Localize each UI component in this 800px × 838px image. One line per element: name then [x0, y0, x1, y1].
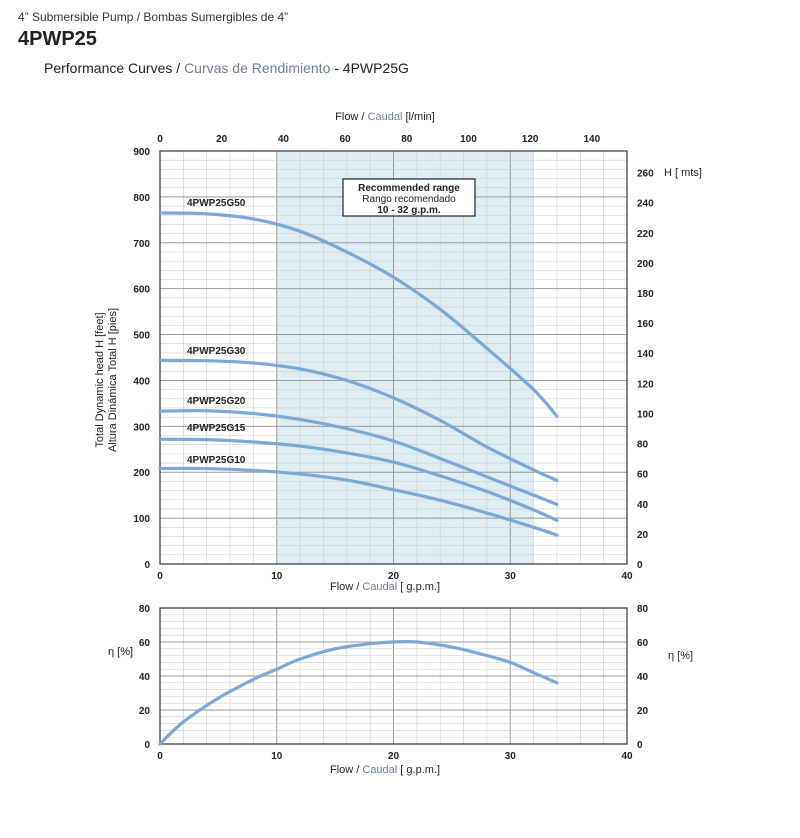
y-tick-label: 800 — [133, 193, 150, 204]
efficiency-y-label-left: η [%] — [108, 646, 133, 658]
x-tick-label: 10 — [271, 751, 283, 762]
recommended-range-band — [276, 151, 534, 564]
recommended-range-values: 10 - 32 g.p.m. — [377, 205, 441, 216]
y-tick-label: 20 — [139, 706, 151, 717]
curve-4pwp25g15 — [158, 437, 559, 523]
y-tick-label: 0 — [144, 740, 150, 751]
efficiency-y-label-right: η [%] — [668, 650, 693, 662]
y-tick-label: 40 — [139, 672, 151, 683]
right-tick-label: 160 — [637, 319, 654, 330]
model-title: 4PWP25 — [18, 28, 97, 50]
right-tick-label: 80 — [637, 604, 649, 615]
right-tick-label: 40 — [637, 672, 649, 683]
efficiency-curve — [158, 639, 559, 746]
efficiency-chart-frame — [159, 607, 628, 745]
right-tick-label: 60 — [637, 470, 649, 481]
right-tick-label: 240 — [637, 199, 654, 210]
x-tick-label: 0 — [157, 571, 163, 582]
curve-label-g10: 4PWP25G10 — [187, 455, 246, 466]
y-axis-label-es: Altura Dinámica Total H [pies] — [107, 308, 119, 452]
y-tick-label: 80 — [139, 604, 151, 615]
chart-heading: Performance Curves / Curvas de Rendimien… — [44, 60, 409, 76]
curve-4pwp25g10 — [158, 466, 559, 537]
x-tick-label: 10 — [271, 571, 283, 582]
y-tick-label: 600 — [133, 285, 150, 296]
recommended-range-en: Recommended range — [358, 183, 460, 194]
head-curves — [158, 211, 559, 537]
y-tick-label: 400 — [133, 376, 150, 387]
right-tick-label: 200 — [637, 259, 654, 270]
y-tick-label: 900 — [133, 147, 150, 158]
top-tick-label: 140 — [583, 134, 600, 145]
head-x-axis-label: Flow / Caudal [ g.p.m.] — [330, 581, 440, 593]
right-axis-label: H [ mts] — [664, 167, 702, 179]
x-tick-label: 0 — [157, 751, 163, 762]
x-tick-label: 20 — [388, 571, 400, 582]
right-tick-label: 60 — [637, 638, 649, 649]
right-tick-label: 220 — [637, 229, 654, 240]
top-tick-label: 0 — [157, 134, 163, 145]
right-tick-label: 180 — [637, 289, 654, 300]
y-tick-label: 0 — [144, 560, 150, 571]
y-tick-label: 300 — [133, 422, 150, 433]
x-tick-label: 40 — [621, 571, 633, 582]
y-tick-label: 200 — [133, 468, 150, 479]
curve-4pwp25g20 — [158, 409, 559, 506]
right-tick-label: 0 — [637, 560, 643, 571]
curve-4pwp25g30 — [158, 358, 559, 483]
head-chart-frame — [159, 150, 628, 565]
top-tick-label: 100 — [460, 134, 477, 145]
y-axis-label-en: Total Dynamic head H [feet] — [94, 312, 106, 447]
y-tick-label: 60 — [139, 638, 151, 649]
curve-label-g30: 4PWP25G30 — [187, 346, 246, 357]
right-tick-label: 0 — [637, 740, 643, 751]
top-tick-label: 60 — [340, 134, 352, 145]
right-tick-label: 260 — [637, 169, 654, 180]
curve-label-g20: 4PWP25G20 — [187, 396, 246, 407]
head-chart-grid — [159, 150, 628, 565]
top-tick-label: 40 — [278, 134, 290, 145]
efficiency-x-axis-label: Flow / Caudal [ g.p.m.] — [330, 764, 440, 776]
right-tick-label: 100 — [637, 409, 654, 420]
x-tick-label: 30 — [505, 571, 517, 582]
x-tick-label: 30 — [505, 751, 517, 762]
y-tick-label: 100 — [133, 514, 150, 525]
efficiency-chart-grid — [159, 607, 628, 745]
right-tick-label: 20 — [637, 530, 649, 541]
pump-subtitle: 4” Submersible Pump / Bombas Sumergibles… — [18, 10, 289, 24]
chart-heading-model: - 4PWP25G — [330, 60, 409, 76]
top-tick-label: 80 — [401, 134, 413, 145]
chart-heading-es: Curvas de Rendimiento — [184, 60, 331, 76]
efficiency-chart-ticks: 0 10 20 30 40 0 20 40 60 80 0 20 40 60 80 — [139, 604, 649, 762]
curve-label-g15: 4PWP25G15 — [187, 423, 246, 434]
curve-label-g50: 4PWP25G50 — [187, 198, 246, 209]
x-tick-label: 20 — [388, 751, 400, 762]
chart-heading-en: Performance Curves / — [44, 60, 185, 76]
right-tick-label: 40 — [637, 500, 649, 511]
right-tick-label: 20 — [637, 706, 649, 717]
top-tick-label: 120 — [522, 134, 539, 145]
x-tick-label: 40 — [621, 751, 633, 762]
top-axis-label: Flow / Caudal [l/min] — [335, 111, 435, 123]
curve-4pwp25g50 — [158, 211, 559, 418]
efficiency-chart: 0 10 20 30 40 0 20 40 60 80 0 20 40 60 80 Flow / Cauda… — [108, 604, 693, 776]
recommended-range-box: Recommended range Rango recomendado 10 -… — [342, 178, 476, 217]
right-tick-label: 140 — [637, 349, 654, 360]
recommended-range-es: Rango recomendado — [362, 194, 456, 205]
top-tick-label: 20 — [216, 134, 228, 145]
right-tick-label: 120 — [637, 379, 654, 390]
y-tick-label: 500 — [133, 331, 150, 342]
right-tick-label: 80 — [637, 440, 649, 451]
curve-efficiency — [158, 639, 559, 746]
y-tick-label: 700 — [133, 239, 150, 250]
